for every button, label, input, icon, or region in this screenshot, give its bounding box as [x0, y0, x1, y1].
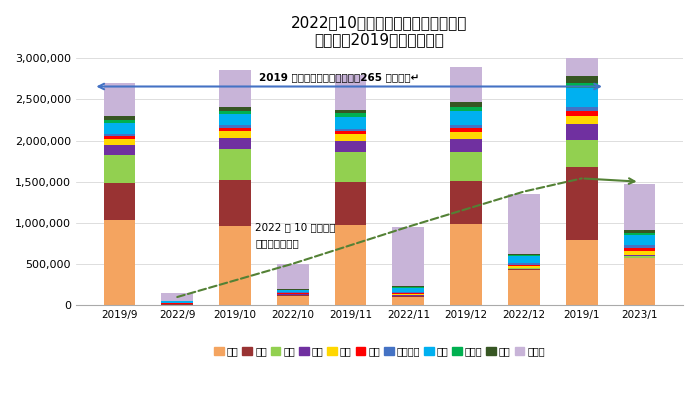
- Bar: [277, 293, 309, 294]
- Bar: [335, 117, 366, 129]
- Bar: [103, 120, 135, 123]
- Bar: [277, 295, 309, 296]
- Bar: [277, 264, 309, 289]
- Title: 2022年10月以降の訪日客の回復状況
（国別、2019年との対比）: 2022年10月以降の訪日客の回復状況 （国別、2019年との対比）: [291, 15, 468, 47]
- Bar: [450, 102, 482, 107]
- Bar: [335, 114, 366, 117]
- Bar: [335, 134, 366, 141]
- Bar: [219, 114, 251, 125]
- Bar: [219, 125, 251, 128]
- Bar: [566, 88, 597, 107]
- Bar: [219, 180, 251, 226]
- Bar: [161, 304, 193, 305]
- Bar: [392, 227, 424, 286]
- Bar: [450, 107, 482, 112]
- Bar: [103, 219, 135, 305]
- Bar: [392, 288, 424, 292]
- Bar: [103, 134, 135, 136]
- Bar: [392, 296, 424, 297]
- Bar: [103, 184, 135, 219]
- Bar: [508, 270, 540, 305]
- Bar: [103, 116, 135, 120]
- Bar: [103, 123, 135, 134]
- Text: 2019 年の月平均訪日外客数　265 万７千人↵: 2019 年の月平均訪日外客数 265 万７千人↵: [259, 72, 419, 82]
- Bar: [277, 289, 309, 290]
- Bar: [103, 139, 135, 145]
- Bar: [623, 256, 655, 257]
- Bar: [623, 251, 655, 255]
- Bar: [623, 255, 655, 256]
- Bar: [623, 248, 655, 251]
- Bar: [219, 226, 251, 305]
- Bar: [623, 257, 655, 258]
- Bar: [161, 301, 193, 303]
- Bar: [623, 235, 655, 245]
- Bar: [508, 254, 540, 255]
- Bar: [219, 138, 251, 149]
- Bar: [623, 230, 655, 233]
- Bar: [566, 76, 597, 83]
- Bar: [508, 194, 540, 254]
- Bar: [508, 263, 540, 265]
- Bar: [623, 233, 655, 235]
- Bar: [335, 110, 366, 114]
- Bar: [277, 290, 309, 293]
- Bar: [566, 3, 597, 76]
- Bar: [450, 112, 482, 125]
- Text: 2022 年 10 月以降の
月別訪日外客数: 2022 年 10 月以降の 月別訪日外客数: [255, 222, 336, 248]
- Bar: [450, 125, 482, 128]
- Bar: [392, 287, 424, 288]
- Bar: [219, 128, 251, 131]
- Bar: [392, 297, 424, 305]
- Bar: [450, 224, 482, 305]
- Bar: [508, 265, 540, 266]
- Bar: [335, 129, 366, 131]
- Bar: [450, 152, 482, 181]
- Bar: [277, 296, 309, 305]
- Bar: [103, 136, 135, 139]
- Bar: [508, 257, 540, 263]
- Bar: [566, 107, 597, 111]
- Bar: [219, 131, 251, 138]
- Bar: [219, 111, 251, 114]
- Bar: [450, 128, 482, 132]
- Bar: [335, 182, 366, 225]
- Bar: [392, 286, 424, 287]
- Legend: 韓国, 中国, 台湾, 香港, タイ, 英国, フランス, 米国, カナダ, 豪州, その他: 韓国, 中国, 台湾, 香港, タイ, 英国, フランス, 米国, カナダ, 豪…: [210, 342, 549, 360]
- Bar: [623, 245, 655, 248]
- Bar: [566, 140, 597, 167]
- Bar: [219, 149, 251, 180]
- Bar: [103, 145, 135, 155]
- Bar: [623, 184, 655, 230]
- Bar: [219, 107, 251, 111]
- Bar: [450, 66, 482, 102]
- Bar: [566, 240, 597, 305]
- Bar: [566, 111, 597, 116]
- Bar: [508, 255, 540, 257]
- Bar: [566, 116, 597, 124]
- Bar: [335, 152, 366, 182]
- Bar: [623, 258, 655, 305]
- Bar: [103, 83, 135, 116]
- Bar: [566, 83, 597, 88]
- Bar: [161, 293, 193, 301]
- Bar: [508, 266, 540, 268]
- Bar: [219, 70, 251, 107]
- Bar: [450, 181, 482, 224]
- Bar: [508, 269, 540, 270]
- Bar: [450, 139, 482, 152]
- Bar: [392, 293, 424, 294]
- Bar: [392, 292, 424, 293]
- Bar: [103, 155, 135, 184]
- Bar: [450, 132, 482, 139]
- Bar: [335, 225, 366, 305]
- Bar: [335, 141, 366, 152]
- Bar: [335, 75, 366, 110]
- Bar: [335, 131, 366, 134]
- Bar: [392, 294, 424, 296]
- Bar: [566, 124, 597, 140]
- Bar: [508, 268, 540, 269]
- Bar: [566, 167, 597, 240]
